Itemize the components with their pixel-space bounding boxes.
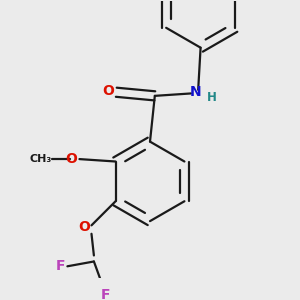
Text: O: O <box>66 152 77 166</box>
Text: N: N <box>190 85 202 99</box>
Text: O: O <box>78 220 90 233</box>
Text: O: O <box>102 84 114 98</box>
Text: CH₃: CH₃ <box>30 154 52 164</box>
Text: F: F <box>56 259 65 273</box>
Text: F: F <box>101 288 111 300</box>
Text: H: H <box>206 91 216 103</box>
